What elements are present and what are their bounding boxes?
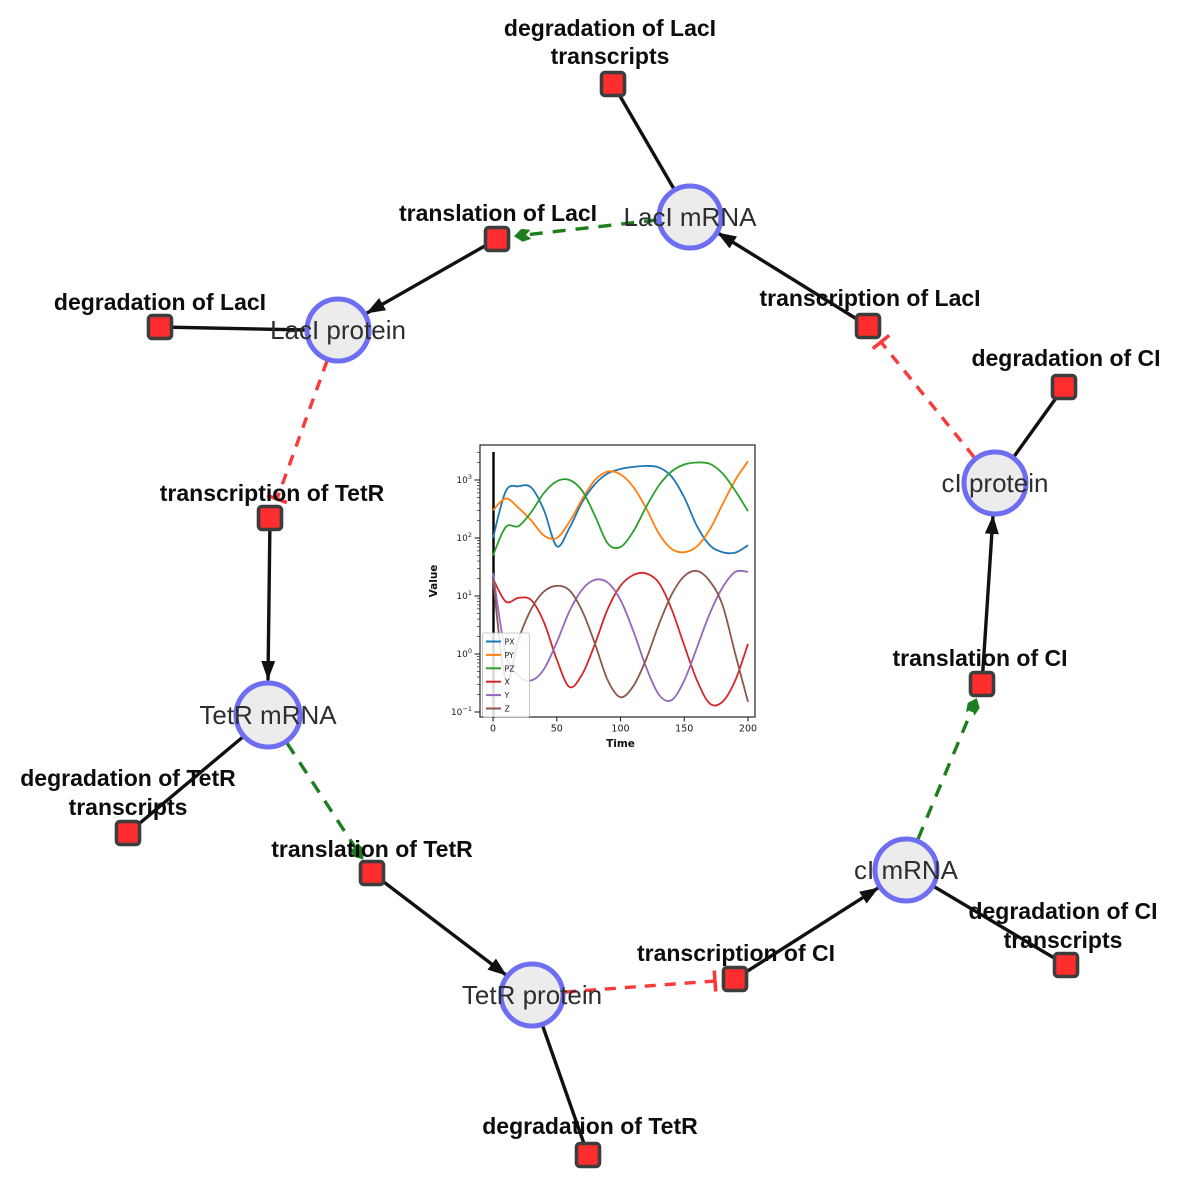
chart-xlabel: Time: [606, 738, 635, 750]
label-degradation-laci-transcripts-line1: degradation of LacI: [504, 15, 716, 41]
inset-chart: 10−1 100 101 102 103 0 50 100 150 200 Time Value PX P…: [425, 430, 775, 765]
edge-tetr-protein-inhibits-transcription-ci: [564, 970, 718, 994]
label-laci-protein: LacI protein: [270, 315, 406, 345]
label-degradation-tetr: degradation of TetR: [482, 1113, 698, 1139]
species-node-ci-mrna: [872, 836, 940, 904]
series-line-PY: [492, 460, 749, 554]
label-degradation-ci-transcripts-line1: degradation of CI: [968, 898, 1157, 924]
x-tick-label: 150: [675, 724, 693, 735]
species-node-laci-protein: [304, 296, 372, 364]
label-ci-mrna: cI mRNA: [854, 855, 959, 885]
series-line-Y: [492, 569, 749, 702]
label-degradation-tetr-transcripts-line2: transcripts: [69, 794, 188, 820]
chart-frame: [479, 444, 756, 718]
reaction-labels: degradation of LacI transcripts translat…: [20, 15, 1160, 1139]
chart-ylabel: Value: [428, 565, 440, 598]
legend-label-PZ: PZ: [505, 664, 515, 673]
edge-translation-ci-to-ci-protein-arrow: [980, 514, 999, 686]
edge-transcription-ci-to-ci-mrna-arrow: [733, 886, 880, 981]
edge-tetr-mrna-to-degradation-transcripts: [126, 734, 246, 835]
edge-ci-mrna-modifies-translation-ci: [916, 698, 980, 840]
series-line-PX: [492, 464, 749, 555]
reaction-node-degradation-laci: [146, 313, 174, 341]
reaction-nodes: [114, 70, 1080, 1169]
label-translation-ci: translation of CI: [892, 645, 1067, 671]
species-node-ci-protein: [961, 449, 1029, 517]
label-transcription-ci: transcription of CI: [637, 940, 835, 966]
reaction-node-degradation-tetr: [574, 1141, 602, 1169]
degradation-edges: [126, 82, 1068, 1157]
edge-transcription-laci-to-laci-mrna-arrow: [716, 231, 870, 328]
y-tick-label: 100: [456, 647, 472, 660]
series-line-X: [492, 571, 749, 707]
label-laci-mrna: LacI mRNA: [624, 202, 758, 232]
y-tick-label: 102: [456, 531, 472, 544]
reaction-node-translation-laci: [483, 225, 511, 253]
edge-laci-protein-to-degradation: [158, 325, 309, 332]
reaction-node-translation-tetr: [358, 859, 386, 887]
x-tick-label: 50: [551, 724, 563, 735]
edge-tetr-protein-to-degradation: [540, 1022, 590, 1157]
label-degradation-laci-transcripts-line2: transcripts: [551, 43, 670, 69]
legend-label-X: X: [505, 678, 511, 687]
label-degradation-laci: degradation of LacI: [54, 289, 266, 315]
x-tick-label: 200: [739, 724, 757, 735]
label-degradation-ci-transcripts-line2: transcripts: [1004, 927, 1123, 953]
reaction-node-degradation-tetr-transcripts: [114, 819, 142, 847]
x-tick-label: 100: [611, 724, 629, 735]
label-transcription-laci: transcription of LacI: [759, 285, 980, 311]
inhibition-edges: [266, 333, 976, 994]
modifier-edges: [285, 218, 980, 860]
reaction-node-degradation-ci-transcripts: [1052, 951, 1080, 979]
edge-ci-mrna-to-degradation-transcripts: [931, 884, 1068, 967]
species-labels: LacI mRNA LacI protein TetR mRNA TetR pr…: [199, 202, 1048, 1010]
edge-laci-mrna-modifies-translation-laci: [514, 218, 658, 242]
y-tick-label: 10−1: [451, 705, 472, 718]
reaction-node-degradation-ci: [1050, 373, 1078, 401]
label-translation-tetr: translation of TetR: [271, 836, 473, 862]
y-tick-label: 101: [456, 589, 472, 602]
label-translation-laci: translation of LacI: [399, 200, 597, 226]
edge-transcription-tetr-to-tetr-mrna-arrow: [261, 516, 276, 681]
legend-label-Y: Y: [504, 691, 510, 700]
reaction-node-degradation-laci-transcripts: [599, 70, 627, 98]
label-degradation-tetr-transcripts-line1: degradation of TetR: [20, 765, 236, 791]
edge-translation-tetr-to-tetr-protein-arrow: [370, 871, 508, 977]
label-transcription-tetr: transcription of TetR: [160, 480, 385, 506]
series-line-PZ: [492, 461, 749, 556]
reaction-node-translation-ci: [968, 670, 996, 698]
species-node-tetr-protein: [498, 961, 566, 1029]
production-edges: [261, 231, 999, 981]
legend-label-Z: Z: [505, 705, 510, 714]
species-node-laci-mrna: [656, 183, 724, 251]
edge-ci-protein-inhibits-transcription-laci: [871, 333, 976, 459]
label-tetr-protein: TetR protein: [462, 980, 602, 1010]
y-tick-label: 103: [456, 473, 472, 486]
series-line-Z: [492, 569, 749, 703]
species-node-tetr-mrna: [233, 680, 303, 750]
label-ci-protein: cI protein: [942, 468, 1049, 498]
edge-laci-protein-inhibits-transcription-tetr: [266, 360, 329, 505]
reaction-node-transcription-ci: [721, 965, 749, 993]
edge-laci-mrna-to-degradation-transcripts: [611, 82, 676, 191]
legend-label-PX: PX: [505, 638, 516, 647]
legend-label-PY: PY: [505, 651, 515, 660]
reaction-node-transcription-laci: [854, 312, 882, 340]
species-nodes: [233, 183, 1029, 1029]
edge-translation-laci-to-laci-protein-arrow: [365, 237, 499, 315]
label-degradation-ci: degradation of CI: [971, 345, 1160, 371]
x-tick-label: 0: [490, 724, 496, 735]
label-tetr-mrna: TetR mRNA: [199, 700, 337, 730]
reaction-node-transcription-tetr: [256, 504, 284, 532]
